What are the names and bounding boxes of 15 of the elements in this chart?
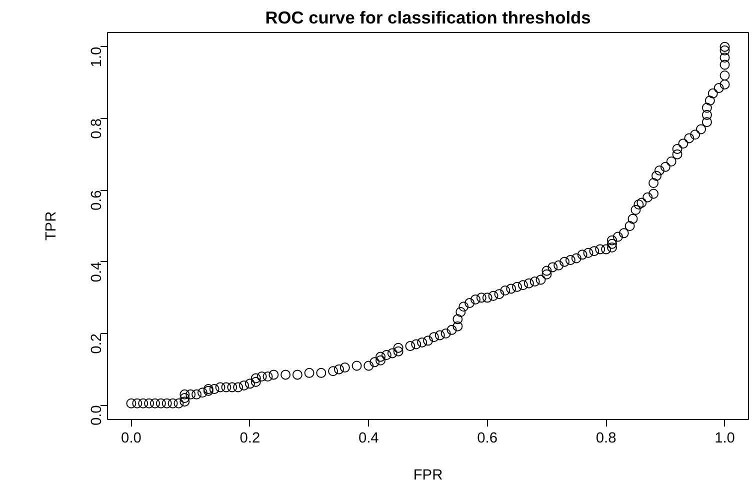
y-tick-label: 0.0 <box>89 405 105 426</box>
x-tick-label: 0.2 <box>240 430 260 446</box>
x-axis-title: FPR <box>413 468 443 484</box>
y-tick-label: 0.4 <box>89 262 105 282</box>
y-tick-label: 0.2 <box>89 334 105 354</box>
y-axis-title: TPR <box>44 211 60 241</box>
x-tick-label: 0.6 <box>477 430 498 446</box>
x-tick-label: 0.0 <box>121 430 142 446</box>
y-tick-label: 0.8 <box>89 118 105 139</box>
y-tick-label: 1.0 <box>89 46 105 68</box>
x-tick-label: 0.4 <box>358 430 379 446</box>
chart-title: ROC curve for classification thresholds <box>265 8 591 28</box>
x-tick-label: 0.8 <box>596 430 616 446</box>
y-tick-label: 0.6 <box>89 190 105 211</box>
x-tick-label: 1.0 <box>714 430 735 446</box>
